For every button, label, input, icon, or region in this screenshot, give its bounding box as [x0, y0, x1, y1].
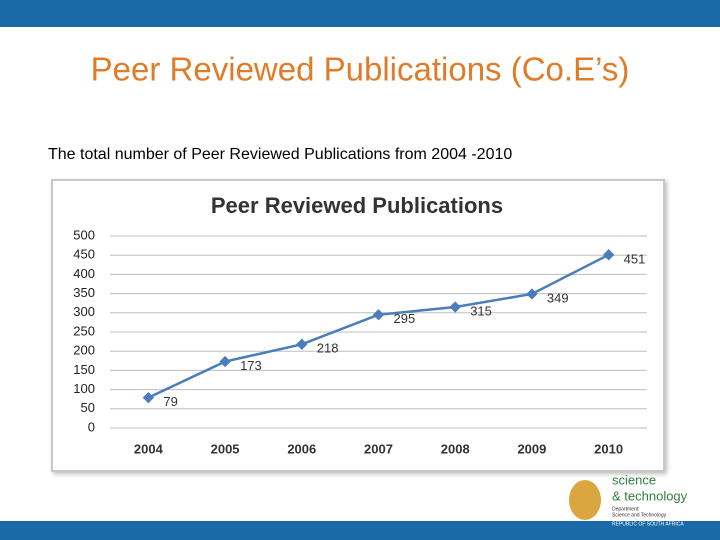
logo-text: Science and Technology — [612, 512, 667, 518]
data-label: 218 — [317, 341, 339, 356]
x-tick-label: 2007 — [364, 441, 393, 456]
x-tick-label: 2010 — [594, 441, 623, 456]
data-point — [526, 288, 538, 300]
data-point — [142, 392, 155, 404]
y-tick-label: 400 — [73, 266, 95, 281]
data-point — [296, 338, 308, 350]
data-point — [602, 249, 615, 261]
data-point — [449, 301, 461, 313]
y-tick-label: 300 — [73, 304, 95, 319]
y-tick-label: 0 — [88, 419, 95, 434]
y-tick-label: 250 — [73, 323, 95, 338]
slide-title: Peer Reviewed Publications (Co.E’s) — [91, 51, 630, 88]
top-bar — [0, 0, 720, 27]
logo-emblem — [569, 480, 601, 520]
x-tick-label: 2004 — [134, 441, 164, 456]
x-tick-label: 2005 — [211, 441, 240, 456]
logo: science & technology Department: Science… — [569, 472, 688, 527]
data-label: 295 — [394, 311, 416, 326]
data-label: 173 — [240, 358, 262, 373]
data-point — [372, 309, 385, 321]
bottom-bar — [0, 521, 720, 540]
logo-text: Department: — [612, 506, 640, 512]
x-tick-label: 2009 — [517, 441, 546, 456]
chart-title: Peer Reviewed Publications — [211, 193, 503, 218]
logo-text: REPUBLIC OF SOUTH AFRICA — [612, 521, 684, 527]
y-tick-label: 50 — [81, 400, 95, 415]
x-tick-label: 2006 — [287, 441, 316, 456]
chart-frame — [51, 179, 665, 472]
y-tick-label: 100 — [73, 381, 95, 396]
data-point — [219, 355, 231, 368]
y-tick-label: 150 — [73, 362, 95, 377]
y-tick-label: 500 — [73, 227, 95, 242]
y-tick-label: 200 — [73, 343, 95, 358]
x-tick-label: 2008 — [441, 441, 470, 456]
y-tick-label: 350 — [73, 285, 95, 300]
slide-subtitle: The total number of Peer Reviewed Public… — [48, 146, 512, 163]
data-label: 79 — [163, 394, 177, 409]
y-tick-label: 450 — [73, 247, 95, 262]
data-label: 349 — [547, 290, 569, 305]
logo-text: & technology — [612, 488, 688, 503]
data-label: 315 — [470, 303, 492, 318]
data-label: 451 — [624, 251, 646, 266]
logo-text: science — [612, 472, 656, 487]
